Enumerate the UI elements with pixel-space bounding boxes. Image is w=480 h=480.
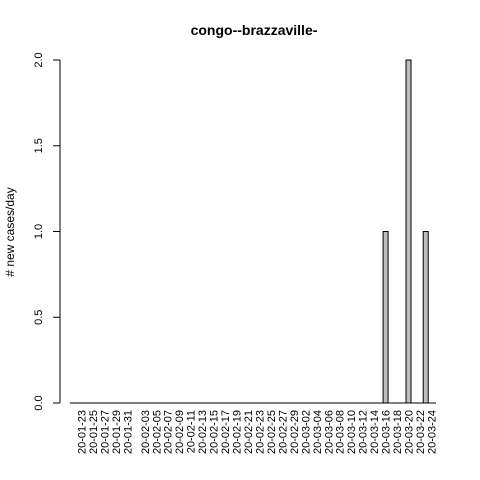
x-tick-label: 20-03-24	[426, 410, 438, 454]
x-tick-label: 20-02-21	[243, 410, 255, 454]
x-axis: 20-01-23 20-01-25 20-01-27 20-01-29 20-01-31…	[70, 402, 438, 454]
x-tick-label: 20-02-03	[140, 410, 152, 454]
y-axis: 0.0 0.5 1.0 1.5 2.0	[33, 52, 61, 411]
x-tick-label: 20-02-25	[266, 410, 278, 454]
chart-title: congo--brazzaville-	[191, 22, 318, 38]
bars	[73, 59, 434, 404]
x-tick-label: 20-03-12	[358, 410, 370, 454]
x-tick-label: 20-03-18	[392, 410, 404, 454]
x-tick-label: 20-02-17	[220, 410, 232, 454]
x-tick-label: 20-01-31	[123, 410, 135, 454]
x-tick-label: 20-02-23	[254, 410, 266, 454]
x-tick-label: 20-02-13	[197, 410, 209, 454]
y-axis-label: # new cases/day	[3, 187, 17, 276]
x-tick-label: 20-02-15	[209, 410, 221, 454]
y-tick-label: 0.0	[33, 395, 45, 410]
x-tick-label: 20-02-27	[277, 410, 289, 454]
x-tick-label: 20-03-02	[300, 410, 312, 454]
x-tick-label: 20-03-22	[415, 410, 427, 454]
x-tick-label: 20-02-19	[232, 410, 244, 454]
bar	[405, 59, 412, 404]
x-tick-label: 20-03-10	[346, 410, 358, 454]
y-tick-label: 2.0	[33, 52, 45, 67]
x-tick-label: 20-02-07	[163, 410, 175, 454]
x-tick-label: 20-01-25	[88, 410, 100, 454]
x-tick-label: 20-01-29	[111, 410, 123, 454]
x-tick-label: 20-03-08	[335, 410, 347, 454]
x-tick-label: 20-02-29	[289, 410, 301, 454]
x-tick-label: 20-02-09	[174, 410, 186, 454]
y-tick-label: 1.5	[33, 138, 45, 153]
x-tick-label: 20-01-23	[77, 410, 89, 454]
x-tick-label: 20-03-16	[381, 410, 393, 454]
x-tick-label: 20-02-11	[186, 410, 198, 453]
x-tick-label: 20-03-20	[404, 410, 416, 454]
x-tick-label: 20-03-14	[369, 410, 381, 454]
x-tick-label: 20-02-05	[151, 410, 163, 454]
x-tick-label: 20-01-27	[100, 410, 112, 454]
x-tick-label: 20-03-04	[312, 410, 324, 454]
bar	[422, 231, 429, 404]
x-tick-label: 20-03-06	[323, 410, 335, 454]
y-tick-label: 0.5	[33, 310, 45, 325]
bar	[382, 231, 389, 404]
y-tick-label: 1.0	[33, 224, 45, 239]
